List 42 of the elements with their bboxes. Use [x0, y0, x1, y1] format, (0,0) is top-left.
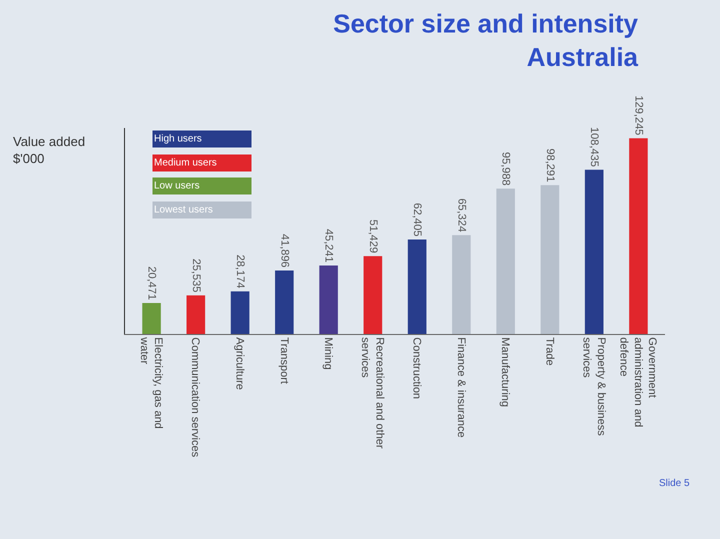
bar: [319, 266, 338, 334]
data-label: 51,429: [366, 219, 379, 254]
data-label: 65,324: [455, 198, 468, 232]
x-tick-label: Construction: [410, 337, 423, 400]
x-tick-label: Mining: [322, 337, 334, 370]
bar: [230, 291, 250, 334]
x-tick-label: Agriculture: [234, 337, 246, 390]
x-tick-label: Finance & insurance: [454, 337, 467, 438]
bar: [142, 303, 161, 334]
text: Medium users: [154, 158, 217, 168]
bar: [629, 138, 648, 334]
x-tick-label: Trade: [543, 337, 556, 366]
data-label: 129,245: [632, 96, 644, 136]
data-label: 62,405: [411, 202, 424, 237]
x-tick-label: Communication services: [189, 337, 202, 458]
bar: [584, 170, 604, 334]
data-label: 28,174: [234, 254, 246, 288]
data-label: 45,241: [322, 228, 335, 262]
x-tick-label: Recreational and other services: [359, 337, 386, 449]
data-label: 108,435: [588, 127, 600, 167]
bar: [186, 295, 206, 334]
bar: [408, 240, 426, 334]
data-label: 98,291: [544, 148, 556, 182]
bar: [275, 270, 294, 334]
chart-title: Sector size and intensity Australia: [333, 8, 639, 72]
x-tick-label: Property & business services: [580, 337, 607, 436]
bar: [540, 185, 560, 334]
data-label: 25,535: [190, 258, 202, 292]
data-label: 20,471: [146, 266, 158, 300]
x-tick-label: Manufacturing: [499, 337, 512, 408]
bar: [496, 188, 515, 334]
data-label: 95,988: [500, 152, 512, 186]
text: Low users: [154, 180, 200, 192]
text: Slide 5: [659, 478, 690, 489]
text: Lowest users: [154, 204, 213, 216]
data-label: 41,896: [278, 234, 290, 268]
y-axis-title: Value added $'000: [13, 134, 86, 166]
x-tick-label: Electricity, gas and water: [138, 336, 164, 429]
bar: [364, 256, 382, 334]
x-tick-label: Transport: [278, 337, 290, 384]
text: High users: [154, 134, 202, 144]
bar: [452, 235, 471, 334]
